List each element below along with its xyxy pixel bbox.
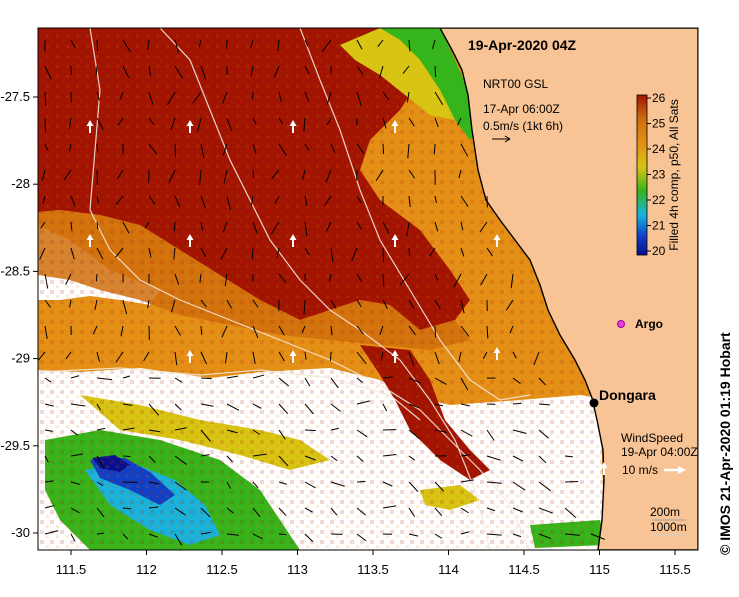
x-tick-label: 113 <box>287 562 308 577</box>
current-vector <box>435 326 436 337</box>
argo-label: Argo <box>635 317 663 331</box>
colorbar-tick-label: 20 <box>652 244 666 258</box>
colorbar-tick-label: 24 <box>652 142 666 156</box>
sst-field <box>37 28 698 550</box>
x-tick-label: 111.5 <box>56 562 87 577</box>
x-tick-label: 115 <box>589 562 610 577</box>
current-vector <box>383 248 384 262</box>
colorbar-title: Filled 4h comp, p50, All Sats <box>667 99 681 250</box>
current-vector <box>123 456 130 457</box>
wind-legend-line3: 10 m/s <box>622 463 658 477</box>
colorbar-tick-label: 23 <box>652 168 666 182</box>
x-tick-label: 113.5 <box>357 562 389 577</box>
dongara-label: Dongara <box>599 387 656 403</box>
current-vector <box>96 274 97 281</box>
current-vector <box>435 66 436 77</box>
colorbar-tick-label: 21 <box>652 219 666 233</box>
credit-text: © IMOS 21-Apr-2020 01:19 Hobart <box>717 332 733 555</box>
x-tick-label: 115.5 <box>659 562 691 577</box>
wind-legend-line2: 19-Apr 04:00Z <box>621 445 698 459</box>
colorbar <box>637 95 647 255</box>
current-vector <box>201 378 212 379</box>
map-title: 19-Apr-2020 04Z <box>468 37 577 53</box>
x-tick-label: 114.5 <box>508 562 540 577</box>
depth-legend-1000m: 1000m <box>650 520 687 534</box>
x-tick-label: 114 <box>438 562 459 577</box>
y-tick-label: -29.5 <box>0 438 30 453</box>
current-vector <box>97 40 98 51</box>
current-legend-line3: 0.5m/s (1kt 6h) <box>483 119 563 133</box>
wind-legend-line1: WindSpeed <box>621 431 683 445</box>
current-legend-line2: 17-Apr 06:00Z <box>483 102 560 116</box>
current-vector <box>565 481 578 482</box>
argo-marker <box>618 321 625 328</box>
current-vector <box>279 534 286 535</box>
y-axis: -27.5 -28 -28.5 -29 -29.5 -30 <box>0 89 38 540</box>
x-axis: 111.5 112 112.5 113 113.5 114 114.5 115 115.5 <box>56 550 691 577</box>
depth-legend-200m: 200m <box>650 505 680 519</box>
y-tick-label: -28.5 <box>0 263 30 278</box>
colorbar-tick-label: 26 <box>652 91 666 105</box>
x-tick-label: 112.5 <box>206 562 238 577</box>
colorbar-tick-label: 22 <box>652 193 666 207</box>
colorbar-tick-label: 25 <box>652 117 666 131</box>
x-tick-label: 112 <box>136 562 157 577</box>
current-vector <box>330 352 331 361</box>
current-vector <box>357 481 365 482</box>
y-tick-label: -27.5 <box>0 89 30 104</box>
current-vector <box>434 144 435 154</box>
y-tick-label: -30 <box>11 525 30 540</box>
dongara-marker <box>590 399 599 408</box>
current-legend-line1: NRT00 GSL <box>483 77 548 91</box>
current-vector <box>175 144 176 157</box>
y-tick-label: -29 <box>11 351 30 366</box>
y-tick-label: -28 <box>11 176 30 191</box>
current-vector <box>305 430 316 431</box>
current-vector <box>383 144 384 154</box>
